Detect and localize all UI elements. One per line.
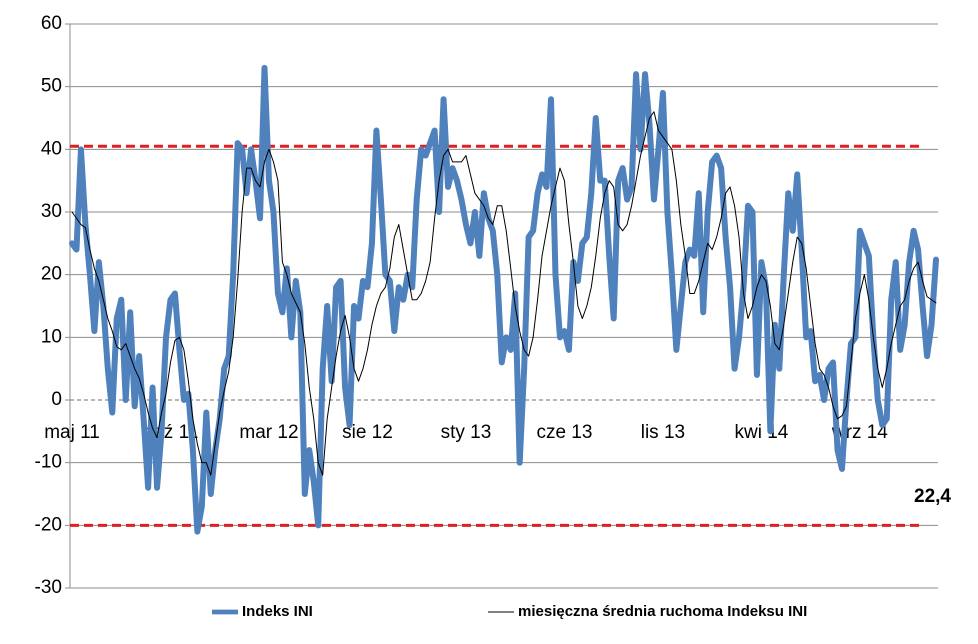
y-tick-label: 0: [51, 389, 62, 410]
y-tick-label: 20: [41, 264, 62, 285]
y-tick-label: 40: [41, 138, 62, 159]
series-line: [69, 64, 939, 535]
y-tick-label: 60: [41, 13, 62, 34]
annotation: 22,4: [914, 486, 951, 507]
x-tick-label: sty 13: [441, 422, 492, 443]
y-tick-label: 50: [41, 76, 62, 97]
y-tick-label: -10: [35, 452, 62, 473]
x-tick-label: mar 12: [239, 422, 298, 443]
series-line: [71, 111, 937, 476]
y-tick-label: -30: [35, 577, 62, 598]
y-tick-label: -20: [35, 514, 62, 535]
x-tick-label: sie 12: [342, 422, 393, 443]
legend-label: miesięczna średnia ruchoma Indeksu INI: [518, 603, 807, 620]
x-tick-label: maj 11: [44, 422, 100, 443]
x-tick-label: cze 13: [536, 422, 592, 443]
legend-label: Indeks INI: [242, 603, 313, 620]
y-tick-label: 10: [41, 326, 62, 347]
x-tick-label: lis 13: [641, 422, 685, 443]
x-tick-label: kwi 14: [734, 422, 788, 443]
y-tick-label: 30: [41, 201, 62, 222]
